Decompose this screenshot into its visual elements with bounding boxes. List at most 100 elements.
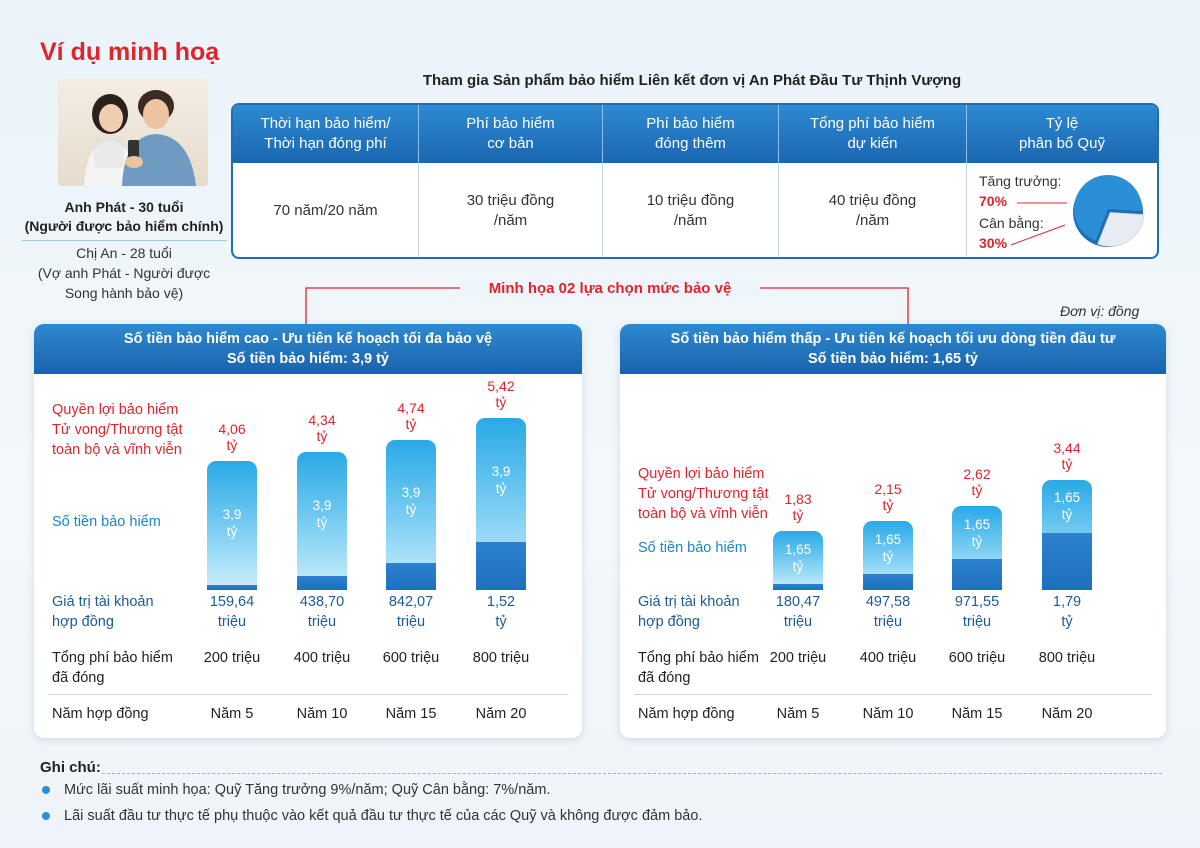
bullet-icon — [42, 812, 50, 820]
value-base-premium: 30 triệu đồng /năm — [419, 163, 603, 257]
account-value-label: 438,70 triệu — [272, 592, 372, 632]
account-label-line2: hợp đồng — [638, 614, 700, 630]
benefit-unit: tỷ — [316, 428, 328, 445]
premium-label-line2: đã đóng — [638, 670, 691, 686]
spouse-role-1: (Vợ anh Phát - Người được — [37, 265, 211, 281]
sum-insured-value: 3,9 — [222, 507, 242, 523]
account-unit: tỷ — [1061, 614, 1073, 630]
insured-person: Anh Phát - 30 tuổi (Người được bảo hiểm … — [8, 198, 240, 236]
benefit-unit: tỷ — [226, 437, 238, 454]
balanced-leader-line — [1010, 224, 1066, 246]
year-row-label: Năm hợp đồng — [638, 706, 735, 722]
premium-label-line1: Tổng phí bảo hiểm — [638, 650, 759, 666]
header-total-premium-line1: Tổng phí bảo hiểm — [809, 115, 936, 132]
account-value-label: 971,55 triệu — [927, 592, 1027, 632]
account-value-bar — [863, 574, 913, 590]
low-coverage-subtitle: Số tiền bảo hiểm: 1,65 tỷ — [807, 351, 978, 367]
header-term-line1: Thời hạn bảo hiểm/ — [260, 115, 391, 132]
premium-paid-label: 600 triệu — [948, 650, 1006, 666]
header-term-line2: Thời hạn đóng phí — [264, 135, 387, 152]
low-coverage-title: Số tiền bảo hiểm thấp - Ưu tiên kế hoạch… — [670, 331, 1116, 347]
benefit-bar: 1,65 tỷ — [773, 531, 823, 590]
benefit-label-line2: Tử vong/Thương tật — [52, 422, 183, 438]
account-value-bar — [952, 558, 1002, 590]
balanced-fund-label: Cân bằng: — [979, 215, 1044, 231]
header-extra-premium: Phí bảo hiểm đóng thêm — [603, 105, 779, 163]
benefit-row-label: Quyền lợi bảo hiểm Tử vong/Thương tật to… — [52, 400, 182, 460]
couple-illustration-icon — [58, 78, 208, 186]
benefit-bar: 3,9 tỷ — [476, 418, 526, 590]
year-tick-label: Năm 10 — [296, 706, 348, 722]
note-item: Lãi suất đầu tư thực tế phụ thuộc vào kế… — [40, 808, 702, 824]
benefit-unit: tỷ — [971, 482, 983, 499]
benefit-bar: 1,65 tỷ — [1042, 480, 1092, 590]
account-unit: triệu — [873, 614, 903, 630]
year-tick-label: Năm 10 — [862, 706, 914, 722]
sum-insured-unit: tỷ — [316, 515, 328, 531]
value-total-premium-line1: 40 triệu đồng — [828, 192, 917, 209]
options-title: Minh họa 02 lựa chọn mức bảo vệ — [460, 280, 760, 297]
sum-insured-data-label: 1,65 tỷ — [952, 516, 1002, 550]
value-extra-premium-line1: 10 triệu đồng — [646, 192, 735, 209]
year-tick-label: Năm 15 — [385, 706, 437, 722]
account-unit: triệu — [783, 614, 813, 630]
sum-insured-unit: tỷ — [792, 558, 804, 574]
value-term-line1: 70 năm/20 năm — [273, 202, 378, 219]
growth-fund-label: Tăng trưởng: — [979, 173, 1062, 189]
benefit-value: 3,44 — [1053, 440, 1081, 456]
sum-insured-value: 3,9 — [312, 498, 332, 514]
high-coverage-header: Số tiền bảo hiểm cao - Ưu tiên kế hoạch … — [34, 324, 582, 374]
value-extra-premium: 10 triệu đồng /năm — [603, 163, 779, 257]
benefit-bar: 3,9 tỷ — [207, 461, 257, 590]
sum-insured-value: 1,65 — [963, 516, 991, 532]
sum-insured-data-label: 1,65 tỷ — [1042, 489, 1092, 523]
panel-divider — [634, 694, 1152, 695]
sum-insured-data-label: 3,9 tỷ — [386, 484, 436, 518]
fund-allocation-pie — [1010, 175, 1145, 247]
value-base-premium-line2: /năm — [493, 212, 528, 229]
account-unit: triệu — [307, 614, 337, 630]
account-value: 438,70 — [299, 594, 345, 610]
couple-photo — [58, 78, 208, 186]
sum-insured-data-label: 3,9 tỷ — [297, 497, 347, 531]
account-label-line1: Giá trị tài khoản — [638, 594, 740, 610]
year-tick-label: Năm 5 — [776, 706, 820, 722]
sum-insured-unit: tỷ — [882, 548, 894, 564]
account-unit: triệu — [217, 614, 247, 630]
benefit-bar: 1,65 tỷ — [952, 506, 1002, 590]
account-value-row-label: Giá trị tài khoản hợp đồng — [52, 592, 154, 632]
year-tick-label: Năm 15 — [951, 706, 1003, 722]
benefit-value: 5,42 — [487, 378, 515, 394]
sum-insured-unit: tỷ — [226, 524, 238, 540]
pie-slice-growth — [1074, 175, 1142, 241]
spouse-person: Chị An - 28 tuổi (Vợ anh Phát - Người đư… — [8, 243, 240, 303]
insured-name: Anh Phát - 30 tuổi — [64, 199, 184, 215]
account-value-bar — [476, 541, 526, 590]
header-total-premium: Tổng phí bảo hiểm dự kiến — [779, 105, 967, 163]
pie-slice-balanced — [1097, 212, 1145, 247]
account-value: 1,52 — [486, 594, 516, 610]
header-fund-allocation-line1: Tỷ lệ — [1045, 115, 1079, 132]
insured-role: (Người được bảo hiểm chính) — [24, 218, 224, 234]
benefit-value: 4,34 — [308, 412, 336, 429]
account-value-bar — [1042, 532, 1092, 590]
account-value-label: 497,58 triệu — [838, 592, 938, 632]
header-extra-premium-line2: đóng thêm — [655, 135, 726, 152]
sum-insured-unit: tỷ — [405, 502, 417, 518]
premium-paid-label: 200 triệu — [203, 650, 261, 666]
premium-row-label: Tổng phí bảo hiểm đã đóng — [638, 648, 759, 688]
bullet-icon — [42, 786, 50, 794]
benefit-unit: tỷ — [1061, 456, 1073, 472]
header-base-premium-line1: Phí bảo hiểm — [466, 115, 555, 132]
account-value-bar — [207, 584, 257, 590]
benefit-unit: tỷ — [405, 415, 417, 432]
account-value: 842,07 — [388, 594, 434, 610]
balanced-fund-value: 30% — [979, 235, 1008, 251]
sum-insured-value: 1,65 — [784, 541, 812, 557]
benefit-label-line3: toàn bộ và vĩnh viễn — [638, 506, 768, 522]
product-heading: Tham gia Sản phẩm bảo hiểm Liên kết đơn … — [422, 72, 962, 89]
header-fund-allocation: Tỷ lệ phân bổ Quỹ — [967, 105, 1157, 163]
year-row-label: Năm hợp đồng — [52, 706, 149, 722]
benefit-unit: tỷ — [495, 394, 507, 410]
note-text-1: Mức lãi suất minh họa: Quỹ Tăng trưởng 9… — [64, 782, 551, 798]
